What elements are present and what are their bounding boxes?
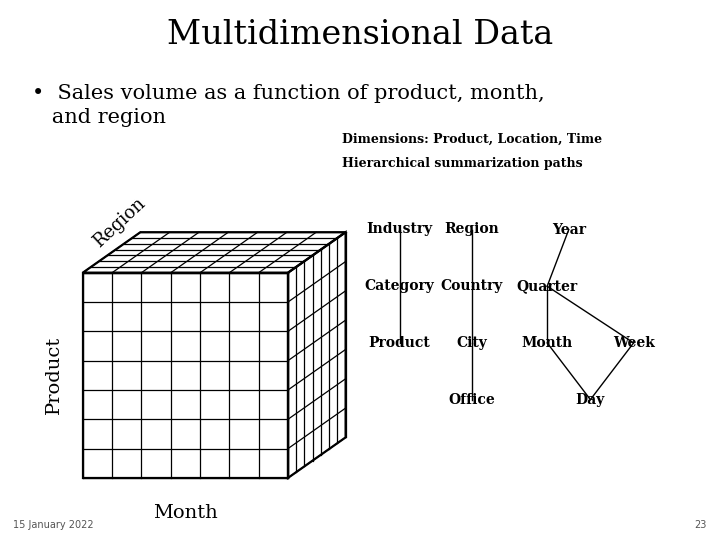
Text: Region: Region bbox=[90, 194, 149, 251]
Text: Product: Product bbox=[45, 336, 63, 414]
Text: City: City bbox=[456, 336, 487, 350]
Text: Hierarchical summarization paths: Hierarchical summarization paths bbox=[342, 157, 582, 170]
Text: Month: Month bbox=[153, 504, 217, 522]
Text: Country: Country bbox=[441, 279, 503, 293]
Text: Region: Region bbox=[444, 222, 499, 237]
Text: Day: Day bbox=[576, 393, 605, 407]
Text: Office: Office bbox=[449, 393, 495, 407]
Text: Month: Month bbox=[521, 336, 573, 350]
Text: 15 January 2022: 15 January 2022 bbox=[13, 520, 94, 530]
Text: Year: Year bbox=[552, 222, 586, 237]
Text: Industry: Industry bbox=[366, 222, 433, 237]
Text: Dimensions: Product, Location, Time: Dimensions: Product, Location, Time bbox=[342, 132, 602, 145]
Text: Week: Week bbox=[613, 336, 654, 350]
Text: •  Sales volume as a function of product, month,: • Sales volume as a function of product,… bbox=[32, 84, 545, 103]
Text: Quarter: Quarter bbox=[517, 279, 577, 293]
Text: Category: Category bbox=[364, 279, 435, 293]
Text: Product: Product bbox=[369, 336, 431, 350]
Text: Multidimensional Data: Multidimensional Data bbox=[167, 19, 553, 51]
Text: 23: 23 bbox=[695, 520, 707, 530]
Text: and region: and region bbox=[32, 108, 166, 127]
